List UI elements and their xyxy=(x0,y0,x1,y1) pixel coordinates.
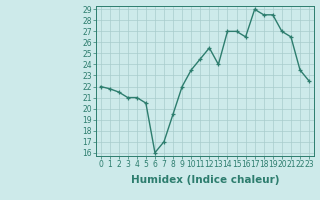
X-axis label: Humidex (Indice chaleur): Humidex (Indice chaleur) xyxy=(131,175,279,185)
